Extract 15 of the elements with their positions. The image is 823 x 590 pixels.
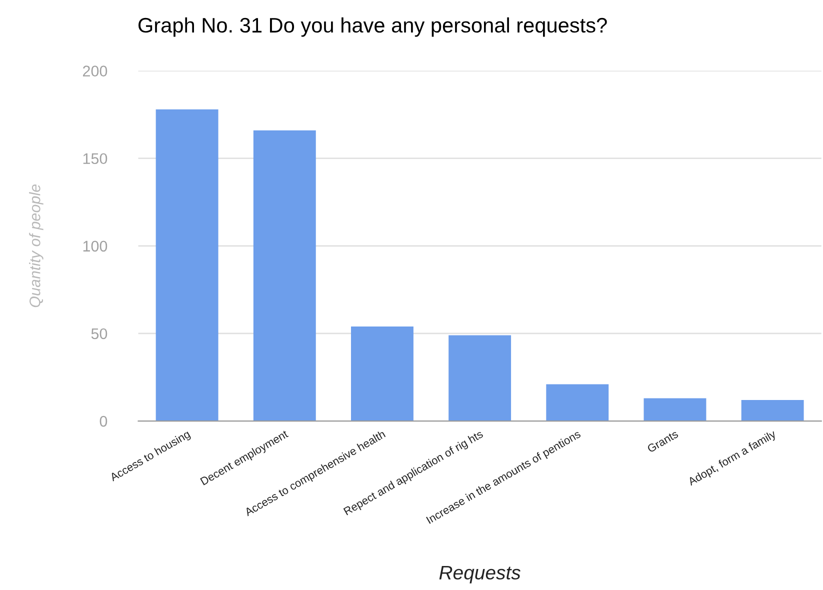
y-tick-label: 0 [100, 416, 108, 427]
bar [644, 398, 706, 422]
x-axis-title: Requests [439, 566, 520, 584]
bar [156, 109, 218, 422]
bar [253, 130, 316, 422]
y-tick-label: 200 [82, 66, 108, 76]
y-tick-label: 50 [91, 328, 108, 340]
bar [448, 335, 512, 422]
y-tick-label: 100 [83, 240, 108, 252]
bar [351, 326, 414, 422]
bar [741, 400, 804, 422]
bar [546, 384, 609, 422]
y-axis-title: Quantity of people [29, 184, 44, 308]
chart-title: Graph No. 31 Do you have any personal requests? [138, 17, 607, 37]
y-tick-label: 150 [83, 153, 108, 164]
